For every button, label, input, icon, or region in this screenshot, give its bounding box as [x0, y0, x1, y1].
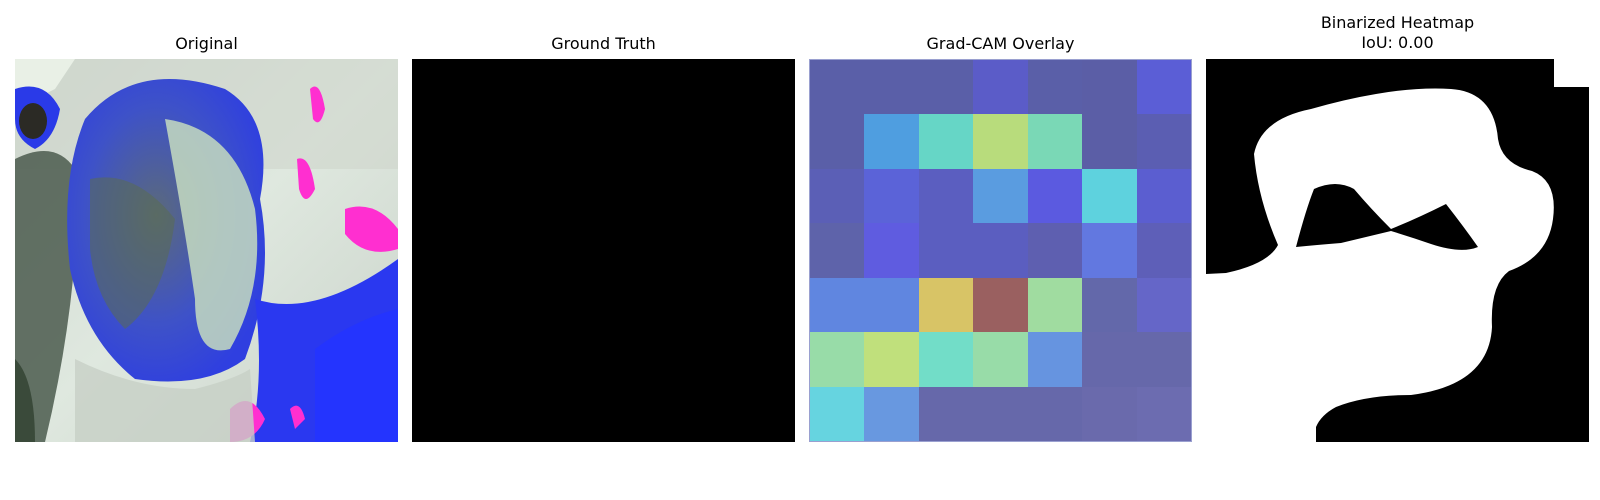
heatmap-cell	[1136, 223, 1191, 278]
original-image	[15, 59, 398, 442]
heatmap-cell	[918, 277, 974, 333]
heatmap-cell	[918, 114, 974, 169]
heatmap-cell	[1136, 386, 1191, 441]
heatmap-cell	[810, 114, 865, 169]
heatmap-cell	[864, 114, 919, 169]
heatmap-cell	[1082, 114, 1137, 169]
heatmap-cell	[1027, 114, 1083, 169]
heatmap-cell	[864, 277, 919, 333]
heatmap-cell	[918, 60, 974, 115]
binarized-heatmap	[1206, 59, 1589, 442]
heatmap-cell	[810, 60, 865, 115]
heatmap-cell	[1082, 386, 1137, 441]
heatmap-cell	[1136, 277, 1191, 333]
gradcam-panel: Grad-CAM Overlay	[809, 0, 1192, 500]
heatmap-cell	[1027, 386, 1083, 441]
ground-truth-mask	[412, 59, 795, 442]
heatmap-cell	[973, 223, 1028, 278]
heatmap-cell	[1027, 277, 1083, 333]
original-panel: Original	[15, 0, 398, 500]
ground-truth-title: Ground Truth	[551, 34, 656, 53]
heatmap-cell	[1136, 168, 1191, 224]
heatmap-cell	[973, 332, 1028, 387]
heatmap-cell	[1082, 277, 1137, 333]
original-title: Original	[175, 34, 238, 53]
heatmap-cell	[864, 223, 919, 278]
heatmap-cell	[1136, 332, 1191, 387]
heatmap-cell	[864, 60, 919, 115]
heatmap-cell	[918, 386, 974, 441]
heatmap-cell	[1082, 168, 1137, 224]
heatmap-cell	[1027, 332, 1083, 387]
heatmap-cell	[1082, 60, 1137, 115]
heatmap-cell	[918, 168, 974, 224]
heatmap-cell	[973, 114, 1028, 169]
heatmap-cell	[973, 168, 1028, 224]
heatmap-cell	[973, 60, 1028, 115]
gradcam-heatmap-grid	[809, 59, 1192, 442]
heatmap-cell	[864, 386, 919, 441]
heatmap-cell	[1136, 60, 1191, 115]
ground-truth-panel: Ground Truth	[412, 0, 795, 500]
heatmap-cell	[1027, 168, 1083, 224]
heatmap-cell	[810, 168, 865, 224]
binarized-title: Binarized Heatmap IoU: 0.00	[1320, 13, 1475, 52]
heatmap-cell	[810, 332, 865, 387]
heatmap-cell	[1027, 60, 1083, 115]
heatmap-cell	[810, 386, 865, 441]
heatmap-cell	[1136, 114, 1191, 169]
heatmap-cell	[973, 386, 1028, 441]
heatmap-cell	[810, 223, 865, 278]
heatmap-cell	[1082, 332, 1137, 387]
heatmap-cell	[864, 168, 919, 224]
heatmap-cell	[864, 332, 919, 387]
heatmap-cell	[810, 277, 865, 333]
heatmap-cell	[1082, 223, 1137, 278]
heatmap-cell	[1027, 223, 1083, 278]
heatmap-cell	[973, 277, 1028, 333]
gradcam-title: Grad-CAM Overlay	[926, 34, 1075, 53]
heatmap-cell	[918, 332, 974, 387]
heatmap-cell	[918, 223, 974, 278]
binarized-panel: Binarized Heatmap IoU: 0.00	[1206, 0, 1589, 500]
